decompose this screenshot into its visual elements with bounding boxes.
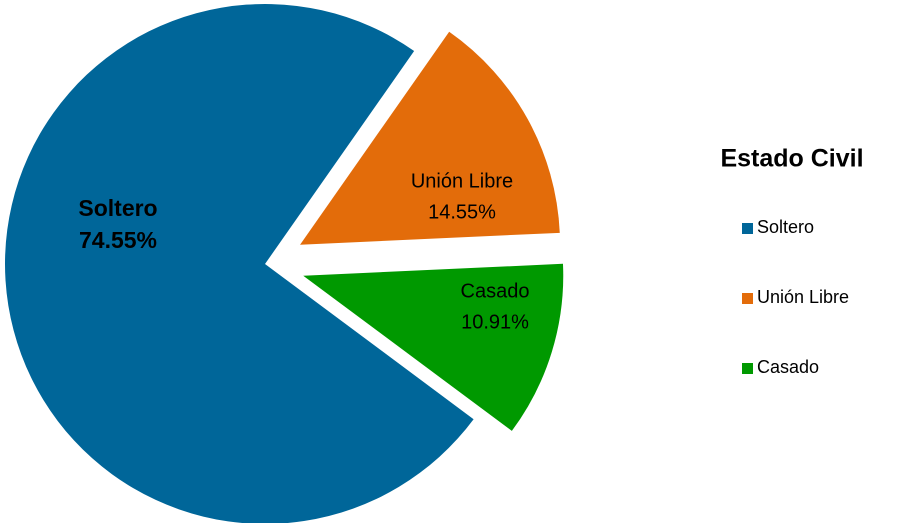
slice-label-name: Casado	[461, 280, 530, 302]
pie-slice	[300, 31, 560, 245]
legend-label: Unión Libre	[757, 287, 849, 307]
legend-title: Estado Civil	[720, 145, 863, 173]
legend-swatch	[742, 363, 753, 374]
slice-label-name: Unión Libre	[411, 170, 513, 192]
slice-label-value: 74.55%	[79, 227, 157, 253]
slice-label-value: 10.91%	[461, 311, 529, 333]
pie-slice	[303, 263, 564, 431]
pie-slice	[5, 4, 474, 523]
slice-label-value: 14.55%	[428, 201, 496, 223]
legend-label: Casado	[757, 357, 819, 377]
legend-label: Soltero	[757, 217, 814, 237]
slice-label-name: Soltero	[78, 195, 157, 221]
legend-swatch	[742, 223, 753, 234]
legend-swatch	[742, 293, 753, 304]
